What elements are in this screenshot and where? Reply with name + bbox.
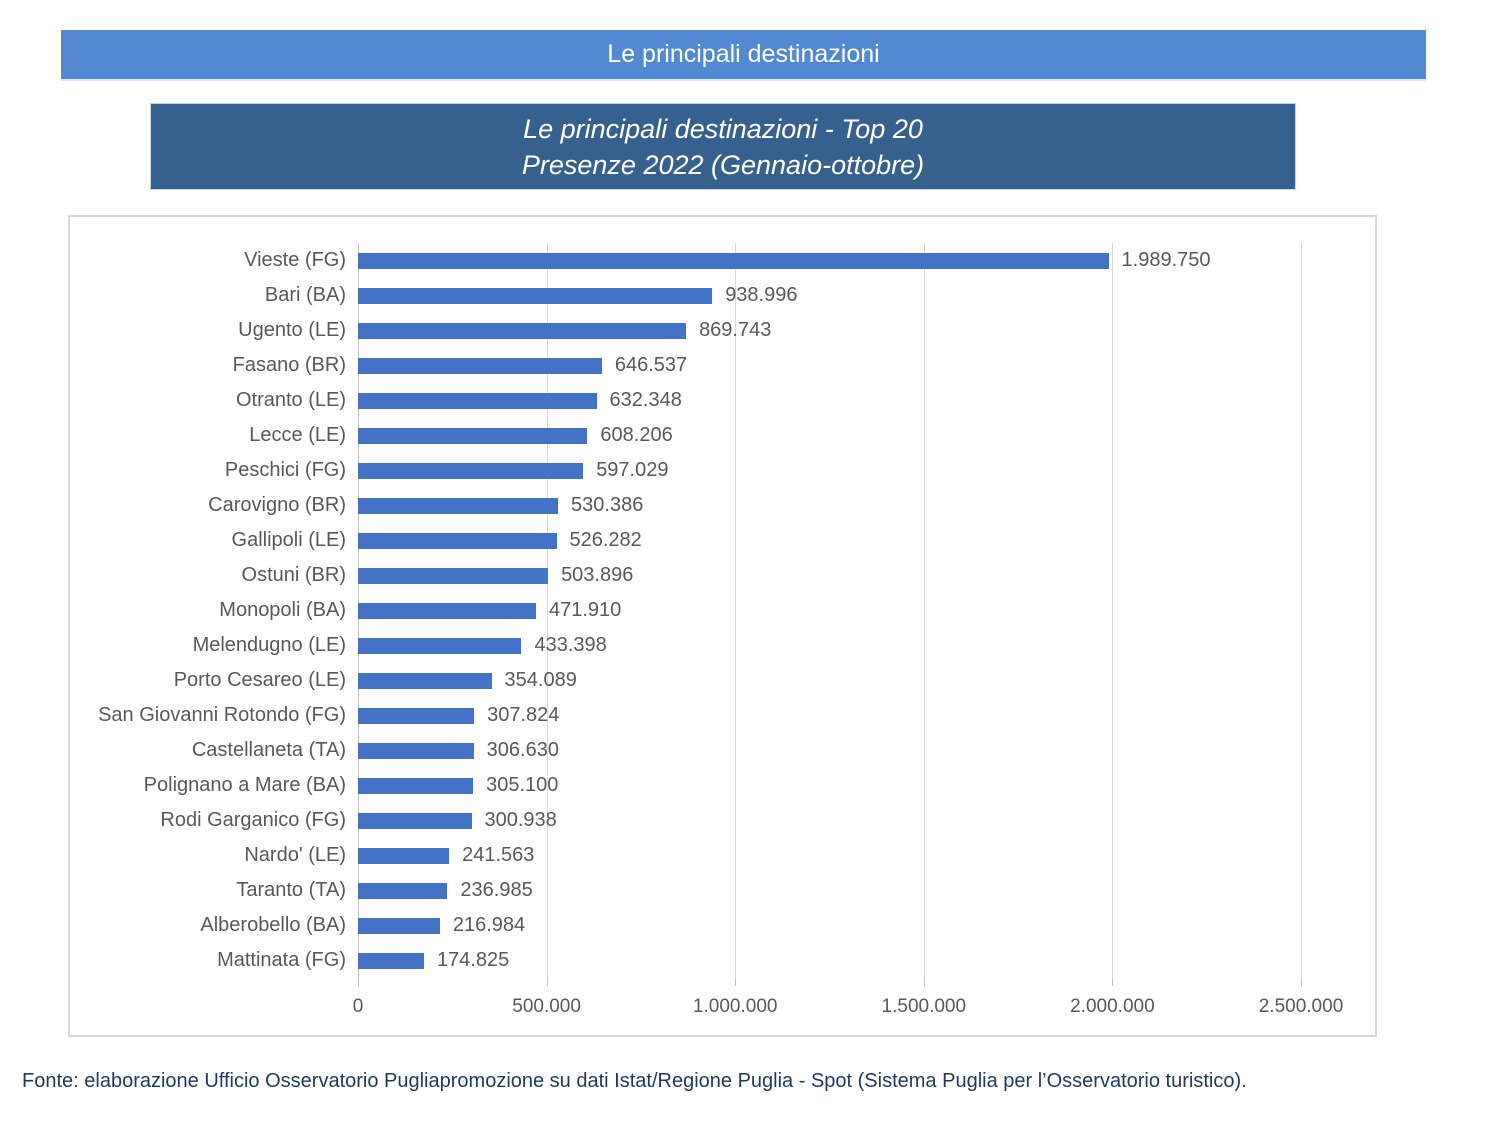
bar [358, 357, 602, 374]
bar [358, 287, 713, 304]
value-label: 646.537 [614, 354, 688, 376]
bar [358, 952, 424, 969]
gridline [1112, 243, 1114, 978]
category-label: Castellaneta (TA) [191, 739, 346, 761]
bar [358, 462, 584, 479]
value-label: 216.984 [452, 914, 526, 936]
value-label: 305.100 [486, 774, 559, 796]
category-label: San Giovanni Rotondo (FG) [98, 704, 346, 726]
category-label: Alberobello (BA) [200, 914, 346, 936]
bar [358, 777, 474, 794]
axis-tick-mark [358, 978, 359, 986]
category-label: Taranto (TA) [236, 879, 346, 901]
value-label: 632.348 [609, 389, 682, 411]
axis-tick-mark [546, 978, 548, 986]
category-label: Ugento (LE) [238, 319, 346, 341]
value-label: 503.896 [561, 564, 634, 586]
value-label: 241.563 [462, 844, 535, 866]
bar [358, 812, 472, 829]
value-label: 433.398 [534, 634, 607, 656]
value-label: 938.996 [725, 284, 798, 306]
x-axis-tick-label: 0 [352, 996, 364, 1017]
category-label: Nardo' (LE) [244, 844, 346, 866]
chart-title-line1: Le principali destinazioni - Top 20 [523, 113, 923, 144]
value-label: 1.989.750 [1121, 249, 1211, 271]
x-axis-tick-label: 2.500.000 [1258, 996, 1344, 1017]
category-label: Lecce (LE) [249, 424, 346, 446]
category-label: Porto Cesareo (LE) [173, 669, 346, 691]
axis-tick-mark [923, 978, 925, 986]
bar [358, 917, 440, 934]
category-label: Melendugno (LE) [192, 634, 346, 656]
axis-tick-mark [1301, 978, 1302, 986]
axis-tick-mark [1112, 978, 1114, 986]
category-label: Carovigno (BR) [208, 494, 346, 516]
bar [358, 882, 448, 899]
axis-tick-mark [735, 978, 737, 986]
value-label: 608.206 [600, 424, 673, 446]
category-label: Monopoli (BA) [219, 599, 346, 621]
page-title: Le principali destinazioni [607, 40, 880, 68]
x-axis-tick-label: 2.000.000 [1070, 996, 1155, 1017]
category-label: Mattinata (FG) [217, 949, 346, 971]
bar [358, 322, 687, 339]
gridline [1301, 243, 1302, 978]
bar [358, 672, 492, 689]
gridline [923, 243, 925, 978]
bar-chart: 0 500.000 1.000.000 1.500.000 2.000.000 2.500… [68, 215, 1377, 1037]
category-label: Fasano (BR) [232, 354, 346, 376]
bar [358, 602, 536, 619]
gridline [546, 243, 548, 978]
bar [358, 567, 549, 584]
bar [358, 742, 474, 759]
category-label: Peschici (FG) [224, 459, 346, 481]
value-label: 471.910 [549, 599, 622, 621]
bar [358, 637, 522, 654]
x-axis-tick-label: 1.500.000 [881, 996, 967, 1017]
value-label: 597.029 [596, 459, 669, 481]
category-label: Rodi Garganico (FG) [160, 809, 346, 831]
category-label: Bari (BA) [264, 284, 346, 306]
category-label: Otranto (LE) [235, 389, 346, 411]
bar [358, 497, 559, 514]
value-label: 174.825 [436, 949, 510, 971]
bar [358, 707, 475, 724]
value-label: 869.743 [699, 319, 772, 341]
bar [358, 427, 588, 444]
source-note: Fonte: elaborazione Ufficio Osservatorio… [22, 1070, 1247, 1092]
category-label: Gallipoli (LE) [231, 529, 346, 551]
bar [358, 532, 557, 549]
value-label: 307.824 [487, 704, 560, 726]
x-axis-tick-label: 1.000.000 [692, 996, 778, 1017]
value-label: 354.089 [504, 669, 577, 691]
category-label: Ostuni (BR) [241, 564, 346, 586]
category-label: Vieste (FG) [244, 249, 346, 271]
value-label: 306.630 [486, 739, 559, 761]
value-label: 236.985 [460, 879, 533, 901]
x-axis-tick-label: 500.000 [512, 996, 581, 1017]
page-header-banner: Le principali destinazioni [61, 30, 1426, 81]
gridline [735, 243, 737, 978]
chart-title-box: Le principali destinazioni - Top 20 Pres… [150, 103, 1296, 190]
bar [358, 847, 450, 864]
value-label: 526.282 [569, 529, 642, 551]
bar [358, 252, 1109, 269]
chart-title-line2: Presenze 2022 (Gennaio-ottobre) [521, 149, 925, 180]
value-label: 530.386 [571, 494, 644, 516]
bar [358, 392, 597, 409]
category-label: Polignano a Mare (BA) [143, 774, 346, 796]
value-label: 300.938 [484, 809, 557, 831]
